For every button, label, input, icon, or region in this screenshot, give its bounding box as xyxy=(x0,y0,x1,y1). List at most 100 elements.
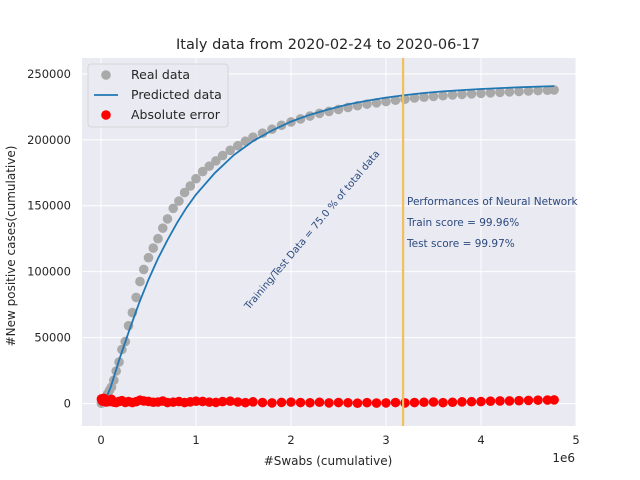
real-data-point xyxy=(257,128,268,138)
x-tick-label: 1 xyxy=(192,433,199,447)
y-tick-label: 100000 xyxy=(27,265,71,279)
legend-label-absolute-error: Absolute error xyxy=(131,107,221,122)
absolute-error-point xyxy=(514,395,524,406)
absolute-error-point xyxy=(485,396,496,407)
real-data-point xyxy=(504,87,515,97)
absolute-error-point xyxy=(549,395,559,405)
absolute-error-point xyxy=(362,397,372,408)
chart-title: Italy data from 2020-02-24 to 2020-06-17 xyxy=(176,37,480,53)
x-tick-label: 3 xyxy=(382,433,389,447)
real-data-point xyxy=(523,86,534,96)
real-data-point xyxy=(225,145,235,156)
absolute-error-point xyxy=(324,398,334,408)
absolute-error-point xyxy=(476,396,486,407)
absolute-error-point xyxy=(217,396,228,407)
legend-marker-absolute-error xyxy=(101,110,111,120)
data-marks xyxy=(96,85,559,409)
legend-label-real-data: Real data xyxy=(131,67,190,82)
real-data-point xyxy=(211,156,221,166)
y-tick-label: 250000 xyxy=(27,67,71,81)
real-data-point xyxy=(153,233,163,244)
absolute-error-point xyxy=(352,398,363,408)
absolute-error-point xyxy=(267,398,277,408)
real-data-point xyxy=(240,136,251,147)
train-score-label: Train score = 99.96% xyxy=(406,217,519,229)
absolute-error-point xyxy=(295,397,306,408)
absolute-error-point xyxy=(225,396,235,407)
real-data-point xyxy=(381,96,391,107)
absolute-error-point xyxy=(286,397,296,407)
absolute-error-point xyxy=(542,395,553,405)
absolute-error-point xyxy=(276,397,287,408)
real-data-point xyxy=(533,85,543,96)
absolute-error-point xyxy=(257,397,268,408)
x-axis-label: #Swabs (cumulative) xyxy=(264,454,393,468)
real-data-point xyxy=(179,187,190,198)
y-axis-ticks: 0 50000 100000 150000 200000 250000 xyxy=(27,67,71,411)
absolute-error-point xyxy=(248,397,258,407)
x-tick-label: 5 xyxy=(572,433,579,447)
x-tick-label: 2 xyxy=(287,433,294,447)
real-data-point xyxy=(174,196,184,206)
y-axis-label: #New positive cases(cumulative) xyxy=(4,146,18,347)
x-tick-label: 0 xyxy=(97,433,104,447)
y-tick-label: 200000 xyxy=(27,133,71,147)
real-data-point xyxy=(233,140,243,151)
real-data-point xyxy=(168,203,178,214)
legend: Real data Predicted data Absolute error xyxy=(87,63,229,128)
absolute-error-point xyxy=(305,397,315,408)
real-data-point xyxy=(428,91,439,102)
legend-marker-real-data xyxy=(101,70,111,80)
x-axis-ticks: 0 1 2 3 4 5 xyxy=(97,433,579,447)
real-data-point xyxy=(135,276,145,287)
absolute-error-point xyxy=(390,397,401,408)
y-tick-label: 50000 xyxy=(34,331,71,345)
real-data-point xyxy=(549,85,559,95)
real-data-point xyxy=(191,173,201,184)
legend-box xyxy=(87,63,229,128)
absolute-error-point xyxy=(495,396,505,406)
real-data-point xyxy=(138,264,149,275)
real-data-point xyxy=(197,166,208,177)
x-axis-offset-label: 1e6 xyxy=(552,451,575,465)
absolute-error-point xyxy=(371,398,382,408)
absolute-error-point xyxy=(314,397,325,408)
absolute-error-point xyxy=(333,397,344,408)
real-data-point xyxy=(485,88,496,98)
real-data-point xyxy=(409,93,420,103)
x-tick-label: 4 xyxy=(477,433,484,447)
test-score-label: Test score = 99.97% xyxy=(406,238,515,250)
absolute-error-point xyxy=(409,397,420,408)
absolute-error-point xyxy=(381,398,391,408)
absolute-error-point xyxy=(504,396,515,406)
absolute-error-point xyxy=(428,397,439,407)
absolute-error-point xyxy=(466,396,477,407)
y-tick-label: 0 xyxy=(64,397,71,411)
absolute-error-point xyxy=(233,397,243,407)
real-data-point xyxy=(419,92,429,102)
real-data-point xyxy=(390,95,401,106)
absolute-error-point xyxy=(419,397,429,408)
real-data-point xyxy=(457,89,467,100)
real-data-point xyxy=(157,223,168,233)
real-data-point xyxy=(217,150,228,161)
real-data-point xyxy=(131,292,141,303)
absolute-error-point xyxy=(457,397,467,407)
performance-title: Performances of Neural Network xyxy=(407,196,579,208)
real-data-point xyxy=(438,90,448,101)
real-data-point xyxy=(185,181,196,191)
legend-label-predicted-data: Predicted data xyxy=(131,87,222,102)
real-data-point xyxy=(514,86,524,97)
real-data-point xyxy=(162,214,173,224)
real-data-point xyxy=(495,87,505,98)
real-data-point xyxy=(143,252,154,263)
real-data-point xyxy=(447,90,458,100)
absolute-error-point xyxy=(240,397,251,408)
absolute-error-point xyxy=(447,397,458,408)
absolute-error-point xyxy=(343,397,353,408)
real-data-point xyxy=(204,161,215,171)
predicted-data-line xyxy=(102,85,555,404)
real-data-point xyxy=(476,88,486,99)
real-data-point xyxy=(466,89,477,99)
